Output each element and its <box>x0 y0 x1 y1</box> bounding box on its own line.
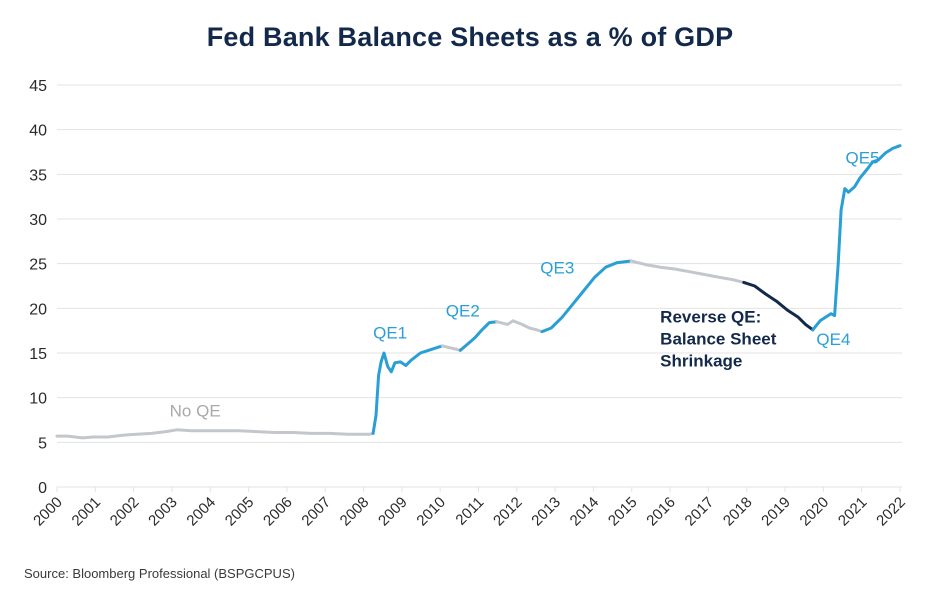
series-segment-qe5 <box>833 144 902 317</box>
x-tick-label: 2005 <box>222 494 258 530</box>
annotation-no-qe: No QE <box>170 401 221 420</box>
series-segment-qe2-end <box>495 319 544 334</box>
series-segment-no-qe <box>55 428 375 440</box>
x-tick-label: 2009 <box>375 494 411 530</box>
x-tick-label: 2010 <box>413 494 449 530</box>
annotation-qe5: QE5 <box>845 149 879 168</box>
x-axis-ticks: 2000 2001 2002 2003 2004 2005 2006 2007 2008 2009… <box>30 487 909 529</box>
y-tick-label: 35 <box>29 167 47 184</box>
y-tick-label: 15 <box>29 346 47 363</box>
x-tick-label: 2008 <box>337 494 373 530</box>
x-tick-label: 2012 <box>490 494 526 530</box>
y-tick-label: 25 <box>29 257 47 274</box>
series-segment-qe3 <box>540 259 633 334</box>
x-tick-label: 2006 <box>260 494 296 530</box>
x-tick-label: 2018 <box>720 494 756 530</box>
annotation-reverse-qe-line: Shrinkage <box>660 352 742 371</box>
annotations: No QE QE1 QE2 QE3 QE4 QE5 Reverse QE: Balance S… <box>170 149 880 421</box>
x-tick-label: 2007 <box>298 494 334 530</box>
series-segment-qe1-end <box>440 344 462 352</box>
series-segment-qe4 <box>811 312 837 332</box>
x-tick-label: 2019 <box>758 494 794 530</box>
series-segment-qe1 <box>371 344 444 435</box>
gridlines <box>57 84 902 488</box>
x-tick-label: 2020 <box>797 494 833 530</box>
x-tick-label: 2015 <box>605 494 641 530</box>
annotation-qe3: QE3 <box>540 258 574 277</box>
annotation-qe4: QE4 <box>816 330 850 349</box>
y-tick-label: 30 <box>29 212 47 229</box>
x-tick-label: 2011 <box>452 494 487 529</box>
annotation-qe1: QE1 <box>373 324 407 343</box>
chart-title: Fed Bank Balance Sheets as a % of GDP <box>206 22 734 52</box>
y-tick-label: 10 <box>29 391 47 408</box>
y-tick-label: 40 <box>29 123 47 140</box>
y-tick-label: 45 <box>29 78 47 95</box>
source-note: Source: Bloomberg Professional (BSPGCPUS… <box>24 566 295 581</box>
y-tick-label: 5 <box>38 435 47 452</box>
series-segment-reverse-qe <box>742 280 815 332</box>
series-lines <box>55 144 902 440</box>
x-tick-label: 2022 <box>873 494 909 530</box>
x-tick-label: 2014 <box>567 494 603 530</box>
x-tick-label: 2002 <box>107 494 143 530</box>
y-tick-label: 0 <box>38 480 47 497</box>
y-tick-label: 20 <box>29 301 47 318</box>
x-tick-label: 2001 <box>69 494 105 530</box>
x-tick-label: 2000 <box>30 494 66 530</box>
x-tick-label: 2003 <box>145 494 181 530</box>
y-axis-ticks: 0 5 10 15 20 25 30 35 40 45 <box>29 78 47 497</box>
series-segment-qe2 <box>458 320 499 352</box>
x-tick-label: 2017 <box>682 494 718 530</box>
x-tick-label: 2004 <box>183 494 219 530</box>
x-tick-label: 2021 <box>835 494 871 530</box>
annotation-reverse-qe-line: Balance Sheet <box>660 330 777 349</box>
annotation-qe2: QE2 <box>446 301 480 320</box>
series-segment-post-qe3 <box>629 259 746 284</box>
annotation-reverse-qe-line: Reverse QE: <box>660 308 761 327</box>
x-tick-label: 2016 <box>643 494 679 530</box>
x-tick-label: 2013 <box>528 494 564 530</box>
